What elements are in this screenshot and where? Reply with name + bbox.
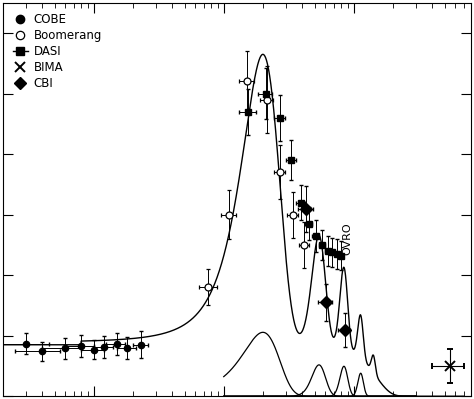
Legend: COBE, Boomerang, DASI, BIMA, CBI: COBE, Boomerang, DASI, BIMA, CBI (9, 9, 107, 95)
Text: OVRO: OVRO (343, 223, 353, 255)
